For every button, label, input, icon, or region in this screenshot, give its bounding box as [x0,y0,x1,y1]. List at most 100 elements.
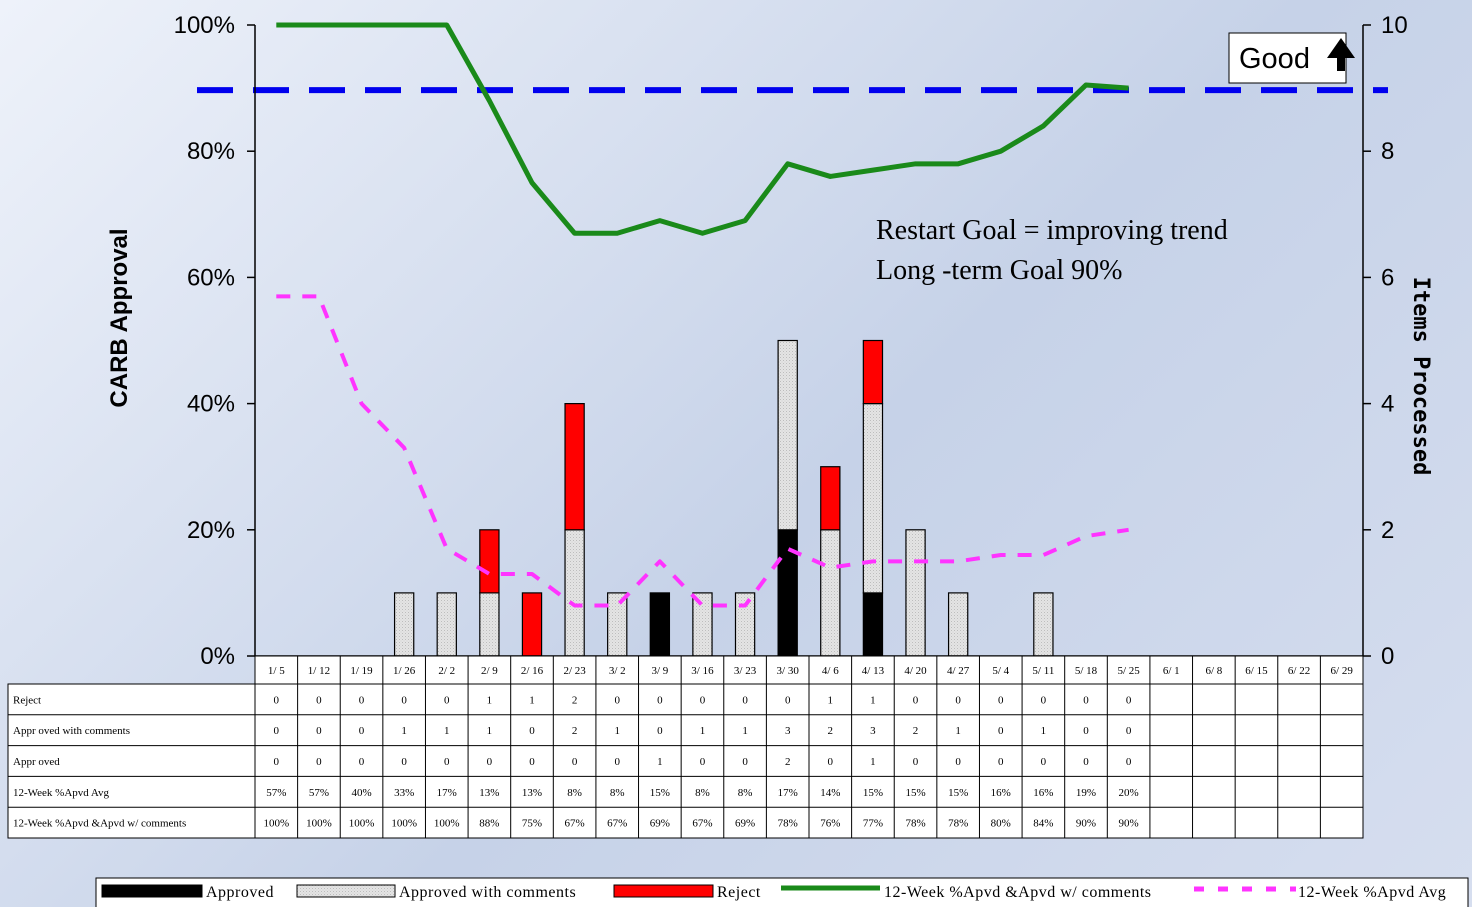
table-cell: 0 [529,756,535,768]
table-cell: 1 [700,725,706,737]
table-cell: 0 [572,756,578,768]
x-tick-label: 4/ 13 [862,665,885,677]
left-tick-label: 20% [187,517,235,544]
table-cell: 2 [785,756,791,768]
table-cell: 15% [905,787,925,799]
table-cell: 17% [778,787,798,799]
left-tick-label: 80% [187,138,235,165]
x-tick-label: 2/ 23 [563,665,586,677]
table-cell: 0 [359,725,365,737]
legend-swatch-reject [613,884,714,898]
table-cell: 0 [913,694,919,706]
table-cell: 8% [567,787,582,799]
table-cell: 0 [785,694,791,706]
table-cell: 1 [614,725,620,737]
table-cell: 3 [870,725,876,737]
line-12wk-apvd-and-comments [276,22,1129,236]
table-cell: 78% [948,818,968,830]
table-cell: 1 [955,725,961,737]
table-cell: 77% [863,818,883,830]
table-cell: 15% [863,787,883,799]
left-tick-label: 40% [187,391,235,418]
table-cell: 1 [401,725,407,737]
x-tick-label: 3/ 23 [734,665,757,677]
table-cell: 100% [349,818,375,830]
table-cell: 16% [991,787,1011,799]
x-tick-label: 3/ 9 [651,665,668,677]
table-cell: 0 [998,756,1004,768]
good-indicator: Good [1228,32,1355,84]
annotation-long-term-goal: Long -term Goal 90% [876,255,1123,286]
legend-label-magenta-dash: 12-Week %Apvd Avg [1298,884,1446,901]
x-tick-label: 1/ 5 [268,665,285,677]
right-tick-label: 2 [1381,517,1394,544]
line-12wk-apvd-avg [276,294,1129,608]
bar-approved-with-comments [564,529,585,657]
table-cell: 0 [955,756,961,768]
table-cell: 69% [735,818,755,830]
table-cell: 0 [316,694,322,706]
x-tick-label: 4/ 20 [904,665,927,677]
legend-label-reject: Reject [717,884,761,901]
bar-approved [777,529,798,657]
table-cell: 1 [870,694,876,706]
table-cell: 2 [913,725,919,737]
table-cell: 0 [529,725,535,737]
left-tick-label: 60% [187,264,235,291]
table-cell: 0 [998,694,1004,706]
right-tick-label: 8 [1381,138,1394,165]
table-cell: 69% [650,818,670,830]
bar-approved-with-comments [820,529,841,657]
table-cell: 0 [828,756,834,768]
bar-approved-with-comments [479,592,500,657]
table-cell: 90% [1076,818,1096,830]
x-tick-label: 3/ 16 [691,665,714,677]
table-cell: 8% [610,787,625,799]
table-cell: 0 [274,756,280,768]
table-cell: 0 [1083,725,1089,737]
table-cell: 20% [1119,787,1139,799]
bar-reject [820,466,841,531]
table-cell: 100% [434,818,460,830]
legend-swatch-approved-with-comments [296,884,396,898]
table-cell: 0 [700,756,706,768]
x-tick-label: 1/ 26 [393,665,416,677]
bar-approved-with-comments [1033,592,1054,657]
table-cell: 100% [391,818,417,830]
table-cell: 0 [1041,756,1047,768]
x-tick-label: 6/ 1 [1163,665,1180,677]
table-cell: 15% [650,787,670,799]
table-cell: 40% [351,787,371,799]
table-cell: 0 [359,756,365,768]
table-cell: 0 [998,725,1004,737]
table-cell: 8% [695,787,710,799]
y-axis-right-label: Items Processed [1408,277,1433,476]
table-cell: 100% [263,818,289,830]
table-cell: 0 [487,756,493,768]
x-tick-label: 6/ 29 [1331,665,1354,677]
x-tick-label: 2/ 2 [438,665,455,677]
table-cell: 0 [1126,725,1132,737]
right-tick-label: 6 [1381,264,1394,291]
x-tick-label: 1/ 12 [308,665,330,677]
bar-approved [649,592,671,657]
table-cell: 0 [401,756,407,768]
table-cell: 1 [487,694,493,706]
table-cell: 13% [522,787,542,799]
table-cell: 3 [785,725,791,737]
table-cell: 0 [359,694,365,706]
table-cell: 0 [274,725,280,737]
table-cell: 15% [948,787,968,799]
x-tick-label: 5/ 4 [992,665,1009,677]
x-tick-label: 5/ 25 [1117,665,1140,677]
table-cell: 78% [778,818,798,830]
right-tick-label: 10 [1381,12,1408,39]
bar-approved-with-comments [393,592,415,657]
bar-approved-with-comments [777,339,798,531]
table-cell: 0 [1126,756,1132,768]
table-cell: 1 [444,725,450,737]
table-cell: 0 [1083,694,1089,706]
table-cell: 0 [1126,694,1132,706]
table-cell: 0 [742,756,748,768]
table-cell: 0 [955,694,961,706]
